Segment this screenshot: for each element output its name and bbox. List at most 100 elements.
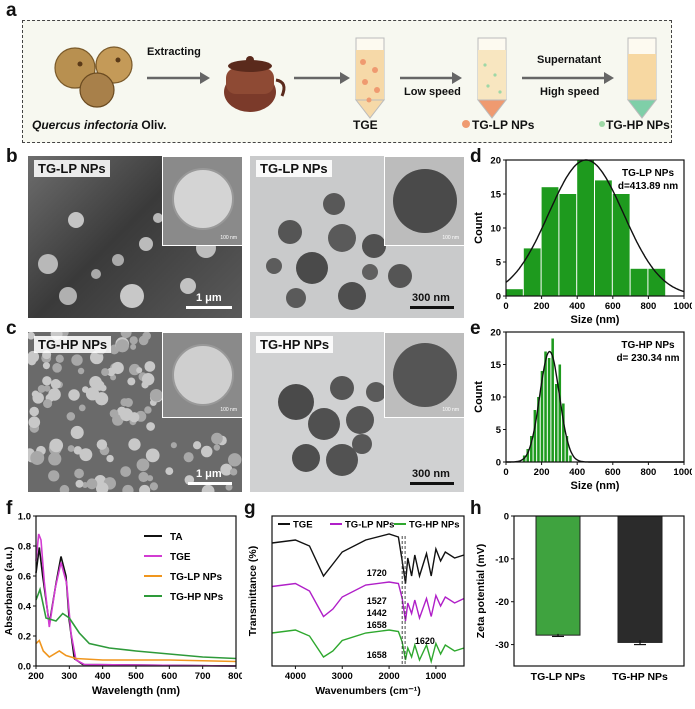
sem-particle <box>138 471 149 483</box>
series-line-tge <box>35 533 237 667</box>
c-sem-tag: TG-HP NPs <box>34 336 112 353</box>
plot-frame <box>513 515 685 667</box>
sem-particle <box>120 332 132 339</box>
uv-vis-spectra: 200 300 400 500 600 700 800 0.0 0.2 0.4 0.6 0.8 1.0 W… <box>3 512 242 698</box>
x-tick-label: 800 <box>640 467 656 478</box>
ftir-line-tg-lp-nps <box>271 581 465 622</box>
extraction-flow-drawing <box>54 37 658 128</box>
histogram-bar <box>530 436 533 462</box>
sem-particle <box>149 388 163 402</box>
histogram-bar <box>612 194 630 296</box>
sem-particle <box>106 454 114 463</box>
legend-label: TA <box>170 532 183 543</box>
histogram-bar <box>569 455 572 462</box>
sem-particle <box>139 484 151 492</box>
sem-particle <box>37 384 46 393</box>
b-sem-image: TG-LP NPs 100 nm 1 μm <box>28 156 242 318</box>
y-tick-label: 15 <box>490 360 501 371</box>
sem-particle <box>66 412 76 421</box>
sem-particle <box>192 441 202 450</box>
sem-particle <box>145 448 160 463</box>
sem-particle <box>130 343 137 350</box>
y-axis-label: Zeta potential (mV) <box>475 544 487 639</box>
histogram-bar <box>565 436 569 462</box>
histogram-bar <box>523 248 541 296</box>
annotation-sample: TG-HP NPs <box>621 340 675 351</box>
legend-label: TG-LP NPs <box>345 520 394 531</box>
y-tick-label: 20 <box>490 328 501 339</box>
histogram-bar <box>558 364 562 462</box>
tglp-label: TG-LP NPs <box>472 118 535 132</box>
sem-particle <box>85 387 100 401</box>
sem-particle <box>144 361 156 372</box>
sem-particle <box>123 398 133 408</box>
annotation-diameter: d= 230.34 nm <box>616 353 679 364</box>
zeta-potential-chart: TG-LP NPs TG-HP NPs 0 -10 -20 -30 Zeta potenti… <box>475 512 685 683</box>
x-tick-label: 1000 <box>673 301 692 312</box>
sem-particle <box>144 406 152 414</box>
sem-particle <box>138 335 149 346</box>
category-label: TG-HP NPs <box>612 671 668 683</box>
x-tick-label: 600 <box>605 301 621 312</box>
b-sem-tag: TG-LP NPs <box>34 160 110 177</box>
c-sem-inset-scale: 100 nm <box>220 407 237 413</box>
y-tick-label: 0.4 <box>18 602 32 613</box>
size-histogram-tglp: 0 200 400 600 800 1000 0 5 10 15 20 Size (nm) Count T… <box>473 156 692 327</box>
y-tick-label: 15 <box>490 190 501 201</box>
sem-particle <box>86 478 98 490</box>
x-tick-label: 400 <box>569 467 585 478</box>
y-tick-label: 0 <box>496 458 501 469</box>
histogram-bar <box>562 403 565 462</box>
sem-particle <box>89 376 102 389</box>
sem-particle <box>28 332 35 340</box>
sem-particle <box>220 463 233 476</box>
species-name: Quercus infectoria <box>32 118 139 132</box>
sem-particle <box>136 458 150 472</box>
legend-label: TGE <box>170 552 191 563</box>
category-label: TG-LP NPs <box>531 671 586 683</box>
sem-particle <box>42 376 52 386</box>
y-tick-label: 5 <box>496 425 502 436</box>
peak-annotation: 1658 <box>367 620 387 630</box>
b-tem-scalebar <box>410 306 454 309</box>
legend-label: TG-HP NPs <box>409 520 460 531</box>
c-tem-scalebar <box>410 482 454 485</box>
b-tem-image: TG-LP NPs 100 nm 300 nm <box>250 156 464 318</box>
sem-particle <box>95 482 109 492</box>
histogram-bar <box>526 449 530 462</box>
panel-letter-c: c <box>6 318 17 339</box>
plot-frame <box>505 331 685 463</box>
sem-particle <box>211 432 223 445</box>
extraction-pot-illustration <box>224 56 286 112</box>
tglp-marker <box>462 120 470 128</box>
x-tick-label: 600 <box>161 671 177 682</box>
histogram-bar <box>559 194 577 296</box>
c-sem-image: TG-HP NPs 100 nm 1 μm <box>28 332 242 492</box>
sem-particle <box>170 442 177 449</box>
size-histogram-tghp: 0 200 400 600 800 1000 0 5 10 15 20 Size (nm) Count T… <box>473 328 692 493</box>
b-sem-inset-scale: 100 nm <box>220 235 237 241</box>
c-tem-scale-label: 300 nm <box>412 468 450 480</box>
sem-particle <box>28 357 37 366</box>
sem-particle <box>183 452 194 463</box>
x-tick-label: 200 <box>534 467 550 478</box>
histogram-bar <box>537 397 540 462</box>
sem-particle <box>149 482 159 491</box>
b-tem-tag: TG-LP NPs <box>256 160 332 177</box>
x-axis-label: Size (nm) <box>571 480 620 492</box>
histogram-bar <box>540 371 544 462</box>
tge-label: TGE <box>353 118 378 132</box>
y-tick-label: 10 <box>490 393 501 404</box>
plot-frame <box>35 515 237 667</box>
histogram-bar <box>577 160 594 296</box>
x-tick-label: 1000 <box>425 671 446 682</box>
c-tem-tag: TG-HP NPs <box>256 336 334 353</box>
supernatant-label: Supernatant <box>537 54 602 66</box>
b-tem-inset: 100 nm <box>384 156 464 246</box>
peak-annotation: 1620 <box>415 636 435 646</box>
panel-letter-f: f <box>6 498 13 519</box>
histogram-bar <box>544 351 547 462</box>
sem-particle <box>96 439 108 450</box>
low-speed-label: Low speed <box>404 86 461 98</box>
x-axis-label: Wavenumbers (cm⁻¹) <box>315 685 421 697</box>
